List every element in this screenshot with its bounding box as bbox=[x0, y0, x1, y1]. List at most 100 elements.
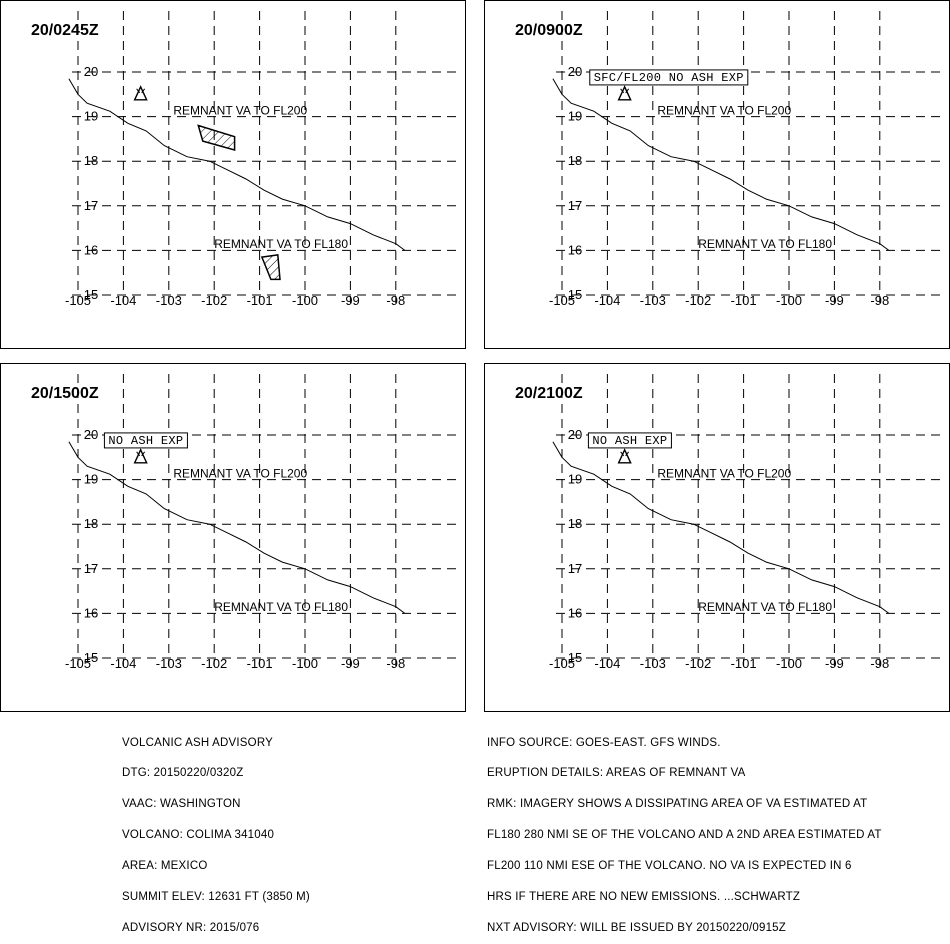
label-remnant-va-to-fl180: REMNANT VA TO FL180 bbox=[698, 237, 832, 251]
longitude-label: -99 bbox=[341, 293, 360, 308]
label-remnant-va-to-fl200: REMNANT VA TO FL200 bbox=[173, 103, 307, 117]
latitude-label: 20 bbox=[84, 64, 98, 79]
latitude-label: 19 bbox=[568, 109, 582, 124]
mexico-coastline bbox=[68, 441, 406, 614]
longitude-label: -99 bbox=[825, 293, 844, 308]
latitude-label: 20 bbox=[568, 427, 582, 442]
volcano-triangle-icon bbox=[617, 85, 632, 101]
longitude-label: -102 bbox=[685, 656, 711, 671]
forecast-time: 20/2100Z bbox=[515, 385, 583, 402]
lat-lon-grid bbox=[556, 374, 940, 666]
latitude-label: 15 bbox=[568, 287, 582, 302]
lat-lon-grid bbox=[72, 374, 456, 666]
longitude-label: -99 bbox=[341, 656, 360, 671]
longitude-label: -102 bbox=[201, 656, 227, 671]
advisory-info-left: VOLCANIC ASH ADVISORY DTG: 20150220/0320… bbox=[122, 717, 310, 944]
forecast-time: 20/1500Z bbox=[31, 385, 99, 402]
advisory-vaac: VAAC: WASHINGTON bbox=[122, 798, 241, 811]
longitude-label: -104 bbox=[110, 656, 136, 671]
longitude-label: -99 bbox=[825, 656, 844, 671]
longitude-label: -104 bbox=[594, 293, 620, 308]
label-remnant-va-to-fl200: REMNANT VA TO FL200 bbox=[657, 103, 791, 117]
label-no-ash-exp: NO ASH EXP bbox=[592, 434, 667, 448]
longitude-label: -105 bbox=[549, 293, 575, 308]
latitude-label: 19 bbox=[568, 472, 582, 487]
longitude-label: -100 bbox=[776, 293, 802, 308]
advisory-number: ADVISORY NR: 2015/076 bbox=[122, 921, 260, 934]
latitude-label: 16 bbox=[84, 242, 98, 257]
latitude-label: 15 bbox=[568, 650, 582, 665]
latitude-label: 19 bbox=[84, 109, 98, 124]
remnant-va-fl200-area bbox=[197, 124, 236, 151]
map-svg-1500z: -105 -104 -103 -102 -101 -100 -99 -98 15 16 17 18 19… bbox=[31, 374, 456, 671]
longitude-label: -100 bbox=[292, 293, 318, 308]
latitude-label: 18 bbox=[568, 516, 582, 531]
map-panel-0245z: -105 -104 -103 -102 -101 -100 -99 -98 15 16 17 18 19… bbox=[0, 0, 466, 349]
volcano-triangle-icon bbox=[133, 448, 148, 464]
label-no-ash-exp: NO ASH EXP bbox=[108, 434, 183, 448]
latitude-label: 15 bbox=[84, 287, 98, 302]
longitude-label: -101 bbox=[731, 656, 757, 671]
lat-lon-grid bbox=[556, 11, 940, 303]
label-remnant-va-to-fl180: REMNANT VA TO FL180 bbox=[214, 600, 348, 614]
longitude-label: -98 bbox=[870, 656, 889, 671]
advisory-remarks-line-1: RMK: IMAGERY SHOWS A DISSIPATING AREA OF… bbox=[487, 798, 868, 811]
latitude-label: 17 bbox=[568, 198, 582, 213]
advisory-volcano: VOLCANO: COLIMA 341040 bbox=[122, 829, 275, 842]
latitude-label: 16 bbox=[568, 242, 582, 257]
advisory-dtg: DTG: 20150220/0320Z bbox=[122, 767, 244, 780]
forecast-time: 20/0900Z bbox=[515, 22, 583, 39]
map-panel-2100z: -105 -104 -103 -102 -101 -100 -99 -98 15 16 17 18 19… bbox=[484, 363, 950, 712]
longitude-label: -101 bbox=[247, 293, 273, 308]
advisory-info-right: INFO SOURCE: GOES-EAST. GFS WINDS. ERUPT… bbox=[487, 717, 882, 944]
longitude-label: -101 bbox=[731, 293, 757, 308]
latitude-label: 20 bbox=[84, 427, 98, 442]
map-svg-0245z: -105 -104 -103 -102 -101 -100 -99 -98 15 16 17 18 19… bbox=[31, 11, 456, 308]
label-sfc-fl200-no-ash-exp: SFC/FL200 NO ASH EXP bbox=[594, 71, 744, 85]
latitude-label: 18 bbox=[84, 153, 98, 168]
longitude-label: -98 bbox=[386, 656, 405, 671]
advisory-title: VOLCANIC ASH ADVISORY bbox=[122, 736, 273, 749]
advisory-next-advisory: NXT ADVISORY: WILL BE ISSUED BY 20150220… bbox=[487, 921, 786, 934]
mexico-coastline bbox=[552, 441, 890, 614]
label-box bbox=[589, 69, 749, 86]
advisory-remarks-line-2: FL180 280 NMI SE OF THE VOLCANO AND A 2N… bbox=[487, 829, 882, 842]
longitude-label: -103 bbox=[156, 656, 182, 671]
remnant-va-fl180-area bbox=[260, 254, 281, 281]
advisory-info-source: INFO SOURCE: GOES-EAST. GFS WINDS. bbox=[487, 736, 721, 749]
longitude-label: -102 bbox=[201, 293, 227, 308]
map-panel-0900z: -105 -104 -103 -102 -101 -100 -99 -98 15 16 17 18 19… bbox=[484, 0, 950, 349]
volcano-triangle-icon bbox=[133, 85, 148, 101]
advisory-eruption-details: ERUPTION DETAILS: AREAS OF REMNANT VA bbox=[487, 767, 746, 780]
volcano-triangle-icon bbox=[617, 448, 632, 464]
longitude-label: -105 bbox=[65, 293, 91, 308]
latitude-label: 19 bbox=[84, 472, 98, 487]
longitude-label: -104 bbox=[594, 656, 620, 671]
latitude-label: 17 bbox=[568, 561, 582, 576]
forecast-time: 20/0245Z bbox=[31, 22, 99, 39]
longitude-label: -98 bbox=[386, 293, 405, 308]
longitude-label: -105 bbox=[549, 656, 575, 671]
label-remnant-va-to-fl180: REMNANT VA TO FL180 bbox=[698, 600, 832, 614]
map-svg-2100z: -105 -104 -103 -102 -101 -100 -99 -98 15 16 17 18 19… bbox=[515, 374, 940, 671]
longitude-label: -98 bbox=[870, 293, 889, 308]
label-remnant-va-to-fl180: REMNANT VA TO FL180 bbox=[214, 237, 348, 251]
latitude-label: 18 bbox=[568, 153, 582, 168]
longitude-label: -103 bbox=[640, 656, 666, 671]
longitude-label: -105 bbox=[65, 656, 91, 671]
longitude-label: -100 bbox=[292, 656, 318, 671]
longitude-label: -103 bbox=[640, 293, 666, 308]
longitude-label: -104 bbox=[110, 293, 136, 308]
longitude-label: -101 bbox=[247, 656, 273, 671]
mexico-coastline bbox=[68, 78, 406, 251]
map-panel-1500z: -105 -104 -103 -102 -101 -100 -99 -98 15 16 17 18 19… bbox=[0, 363, 466, 712]
advisory-area: AREA: MEXICO bbox=[122, 860, 208, 873]
longitude-label: -103 bbox=[156, 293, 182, 308]
latitude-label: 18 bbox=[84, 516, 98, 531]
latitude-label: 16 bbox=[568, 605, 582, 620]
advisory-remarks-line-3: FL200 110 NMI ESE OF THE VOLCANO. NO VA … bbox=[487, 860, 852, 873]
label-remnant-va-to-fl200: REMNANT VA TO FL200 bbox=[173, 466, 307, 480]
mexico-coastline bbox=[552, 78, 890, 251]
advisory-remarks-line-4: HRS IF THERE ARE NO NEW EMISSIONS. ...SC… bbox=[487, 891, 801, 904]
label-box bbox=[103, 432, 188, 449]
